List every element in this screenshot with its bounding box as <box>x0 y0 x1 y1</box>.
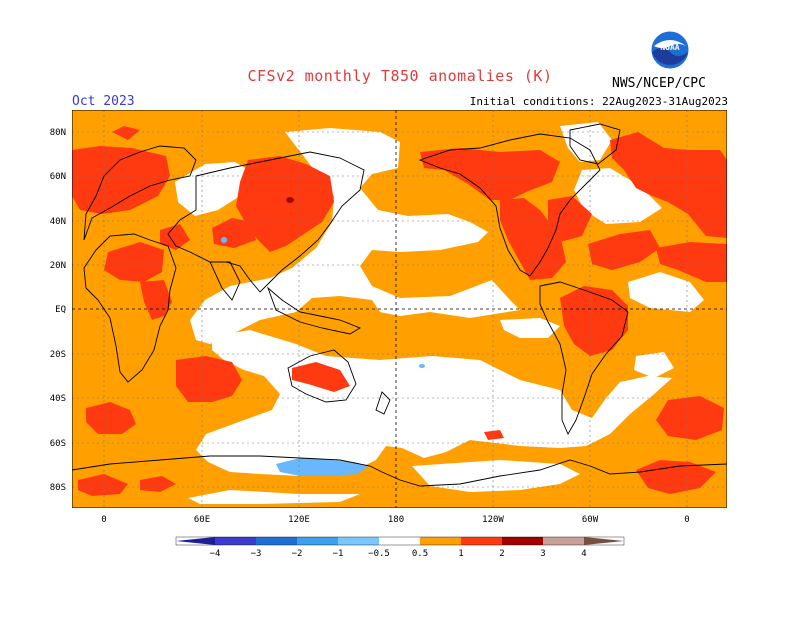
lat-label-eq: EQ <box>55 305 66 315</box>
lat-label-40s: 40S <box>50 394 66 404</box>
strong-warm-regions <box>286 197 294 203</box>
reference-lines <box>72 110 727 508</box>
coast-australia <box>287 349 357 403</box>
colorbar-label-8: 3 <box>540 549 545 559</box>
longitude-labels: 0 60E 120E 180 120W 60W 0 <box>101 515 689 525</box>
colorbar-swatch-8 <box>502 537 543 545</box>
coast-north-america <box>418 133 601 277</box>
coast-south-america <box>539 281 629 436</box>
colorbar-swatch-7 <box>461 537 502 545</box>
chart-title: CFSv2 monthly T850 anomalies (K) <box>247 67 553 85</box>
lat-label-60n: 60N <box>50 172 66 182</box>
coast-europe <box>83 145 197 241</box>
coast-new-zealand <box>375 391 391 415</box>
coast-antarctica <box>72 455 727 487</box>
coastlines <box>72 123 727 487</box>
colorbar-label-7: 2 <box>499 549 504 559</box>
lon-label-120e: 120E <box>288 515 310 525</box>
graticule <box>72 110 727 508</box>
colorbar-high-arrow <box>584 537 624 545</box>
lat-label-20s: 20S <box>50 350 66 360</box>
agency-label: NWS/NCEP/CPC <box>612 76 706 91</box>
lat-label-60s: 60S <box>50 439 66 449</box>
coast-india <box>209 261 241 301</box>
colorbar: −4 −3 −2 −1 −0.5 0.5 1 2 3 4 <box>175 536 625 559</box>
colorbar-swatch-5 <box>379 537 420 545</box>
lon-label-60e: 60E <box>194 515 210 525</box>
colorbar-swatch-9 <box>543 537 584 545</box>
lon-label-180: 180 <box>388 515 404 525</box>
noaa-logo-text: NOAA <box>660 43 679 52</box>
colorbar-swatch-4 <box>338 537 379 545</box>
lon-label-120w: 120W <box>482 515 504 525</box>
colorbar-low-arrow <box>176 537 215 545</box>
latitude-labels: 80N 60N 40N 20N EQ 20S 40S 60S 80S <box>50 128 66 493</box>
lon-label-60w: 60W <box>582 515 599 525</box>
coast-africa <box>83 233 177 383</box>
coast-seasia <box>266 286 362 335</box>
lat-label-40n: 40N <box>50 217 66 227</box>
colorbar-swatch-3 <box>297 537 338 545</box>
colorbar-outline <box>175 536 625 546</box>
lat-label-80s: 80S <box>50 483 66 493</box>
colorbar-label-9: 4 <box>581 549 586 559</box>
lat-label-80n: 80N <box>50 128 66 138</box>
coast-asia <box>167 151 365 293</box>
anomaly-field <box>72 110 727 508</box>
lat-label-20n: 20N <box>50 261 66 271</box>
colorbar-swatch-1 <box>215 537 256 545</box>
coast-greenland <box>569 123 621 165</box>
colorbar-labels: −4 −3 −2 −1 −0.5 0.5 1 2 3 4 <box>210 549 587 559</box>
colorbar-label-6: 1 <box>458 549 463 559</box>
colorbar-label-2: −2 <box>292 549 303 559</box>
lon-label-0-east: 0 <box>684 515 689 525</box>
colorbar-label-5: 0.5 <box>412 549 428 559</box>
forecast-month: Oct 2023 <box>72 94 135 109</box>
colorbar-label-0: −4 <box>210 549 221 559</box>
initial-conditions: Initial conditions: 22Aug2023-31Aug2023 <box>469 95 728 108</box>
colorbar-label-1: −3 <box>251 549 262 559</box>
colorbar-swatch-6 <box>420 537 461 545</box>
colorbar-label-4: −0.5 <box>368 549 390 559</box>
colorbar-label-3: −1 <box>333 549 344 559</box>
noaa-logo: NOAA <box>650 30 690 70</box>
lon-label-0: 0 <box>101 515 106 525</box>
colorbar-swatch-2 <box>256 537 297 545</box>
